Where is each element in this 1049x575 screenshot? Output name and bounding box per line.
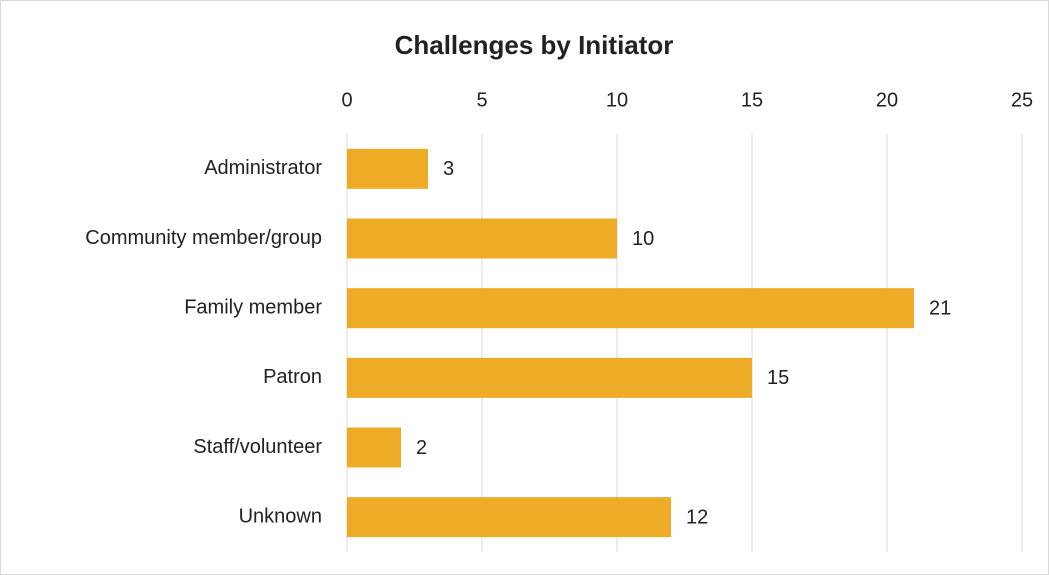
y-tick-label: Staff/volunteer <box>193 436 322 458</box>
data-label: 3 <box>443 158 454 180</box>
x-tick-label: 5 <box>476 89 487 111</box>
bar <box>347 148 428 189</box>
data-label: 12 <box>686 506 708 528</box>
bar <box>347 427 401 468</box>
y-tick-label: Administrator <box>204 157 322 179</box>
bar <box>347 288 914 329</box>
x-tick-label: 0 <box>341 89 352 111</box>
x-tick-label: 20 <box>876 89 898 111</box>
data-label: 2 <box>416 437 427 459</box>
chart-title: Challenges by Initiator <box>395 30 674 60</box>
y-tick-label: Community member/group <box>85 227 322 249</box>
data-label: 15 <box>767 367 789 389</box>
x-tick-label: 10 <box>606 89 628 111</box>
bar <box>347 497 671 538</box>
bar <box>347 218 617 259</box>
y-tick-label: Family member <box>184 296 322 318</box>
y-tick-label: Patron <box>263 366 322 388</box>
data-label: 21 <box>929 297 951 319</box>
y-tick-label: Unknown <box>239 505 322 527</box>
data-label: 10 <box>632 228 654 250</box>
bar <box>347 357 752 398</box>
x-tick-label: 25 <box>1011 89 1033 111</box>
x-tick-label: 15 <box>741 89 763 111</box>
